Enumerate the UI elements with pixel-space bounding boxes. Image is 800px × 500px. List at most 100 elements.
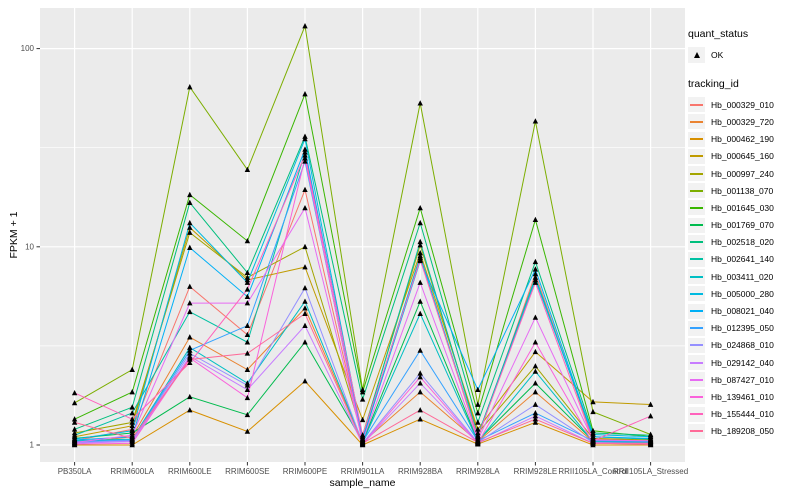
series-color-key (688, 183, 705, 199)
y-axis-title: FPKM + 1 (8, 211, 20, 259)
data-point-marker (244, 394, 251, 401)
data-point-marker (532, 419, 539, 425)
data-point-marker (187, 350, 193, 356)
legend-item-label: Hb_001769_070 (711, 220, 774, 231)
data-point-marker (302, 155, 308, 161)
data-point-marker (302, 322, 308, 328)
triangle-marker-icon (688, 46, 705, 63)
data-point-marker (71, 432, 78, 438)
x-tick-label: RRIM928BA (398, 467, 443, 476)
data-point-marker (71, 389, 78, 396)
legend-item-Hb_002518_020: Hb_002518_020 (688, 234, 798, 251)
data-point-marker (417, 100, 423, 106)
data-point-marker (244, 322, 251, 328)
series-color-line (690, 224, 703, 227)
data-point-marker (244, 339, 251, 345)
data-point-marker (302, 23, 308, 29)
series-color-line (690, 120, 703, 123)
legend-item-label: Hb_139461_010 (711, 391, 774, 402)
data-point-marker (302, 305, 308, 311)
series-color-line (690, 327, 703, 330)
legend-item-label: Hb_008021_040 (711, 306, 774, 317)
data-point-marker (187, 356, 193, 362)
series-color-line (690, 413, 703, 416)
data-point-marker (532, 368, 539, 374)
legend-item-Hb_003411_020: Hb_003411_020 (688, 268, 798, 285)
data-point-marker (475, 386, 481, 393)
x-axis-title: sample_name (329, 477, 396, 489)
data-point-marker (71, 416, 78, 422)
legend-item-Hb_189208_050: Hb_189208_050 (688, 423, 798, 440)
x-tick-label: RRIM600SE (225, 467, 269, 476)
legend-item-label: Hb_002518_020 (711, 237, 774, 248)
data-point-marker (647, 401, 654, 407)
data-point-marker (475, 410, 481, 416)
legend-item-Hb_001769_070: Hb_001769_070 (688, 217, 798, 234)
data-point-marker (359, 432, 366, 438)
series-color-line (690, 430, 703, 433)
data-point-marker (532, 216, 539, 223)
series-color-line (690, 172, 703, 175)
data-point-marker (187, 84, 193, 90)
data-point-marker (71, 426, 78, 432)
series-color-key (688, 303, 705, 319)
series-color-line (690, 292, 703, 295)
data-point-marker (302, 378, 308, 384)
data-point-marker (302, 186, 308, 193)
data-point-marker (475, 426, 481, 432)
y-tick-label: 1 (30, 441, 35, 450)
data-point-marker (244, 382, 251, 388)
legend-item-label: Hb_000462_190 (711, 134, 774, 145)
data-point-marker (302, 158, 308, 164)
data-point-marker (590, 398, 596, 405)
data-point-marker (532, 258, 539, 265)
legend-item-Hb_155444_010: Hb_155444_010 (688, 406, 798, 423)
data-point-marker (532, 389, 539, 395)
data-point-marker (302, 298, 308, 304)
legend-item-Hb_002641_140: Hb_002641_140 (688, 251, 798, 268)
data-point-marker (187, 344, 193, 350)
data-point-marker (129, 432, 135, 438)
data-point-marker (187, 308, 193, 315)
legend-item-label: Hb_001645_030 (711, 202, 774, 213)
series-color-key (688, 131, 705, 147)
data-point-marker (129, 440, 135, 446)
data-point-marker (71, 441, 78, 447)
series-color-key (688, 114, 705, 130)
data-point-marker (417, 416, 423, 422)
series-color-key (688, 234, 705, 250)
data-point-marker (590, 440, 596, 446)
data-point-marker (532, 270, 539, 277)
data-point-marker (417, 242, 423, 248)
legend-item-Hb_008021_040: Hb_008021_040 (688, 302, 798, 319)
legend-item-Hb_029142_040: Hb_029142_040 (688, 354, 798, 371)
data-point-marker (187, 244, 193, 250)
data-point-marker (187, 219, 193, 226)
legend-item-label: Hb_001138_070 (711, 185, 774, 196)
series-color-line (690, 395, 703, 398)
data-point-marker (532, 348, 539, 355)
legend-item-Hb_000462_190: Hb_000462_190 (688, 131, 798, 148)
series-color-key (688, 166, 705, 182)
x-tick-label: RRIM600LE (168, 467, 212, 476)
data-point-marker (359, 396, 366, 402)
series-color-key (688, 251, 705, 267)
data-point-marker (244, 166, 251, 172)
data-point-marker (647, 413, 654, 419)
data-point-marker (302, 152, 308, 158)
data-point-marker (187, 393, 193, 400)
data-point-marker (417, 347, 423, 353)
data-point-marker (475, 401, 481, 407)
legend-item-label: Hb_087427_010 (711, 374, 774, 385)
x-tick-label: RRIM600PE (283, 467, 327, 476)
legend-item-label: Hb_002641_140 (711, 254, 774, 265)
legend: quant_status OK tracking_id Hb_000329_01… (688, 28, 798, 440)
data-point-marker (187, 283, 193, 289)
series-color-line (690, 275, 703, 278)
data-point-marker (417, 256, 423, 263)
legend-item-label: Hb_000329_720 (711, 116, 774, 127)
data-point-marker (417, 238, 423, 245)
data-point-marker (359, 416, 366, 423)
series-color-key (688, 406, 705, 422)
